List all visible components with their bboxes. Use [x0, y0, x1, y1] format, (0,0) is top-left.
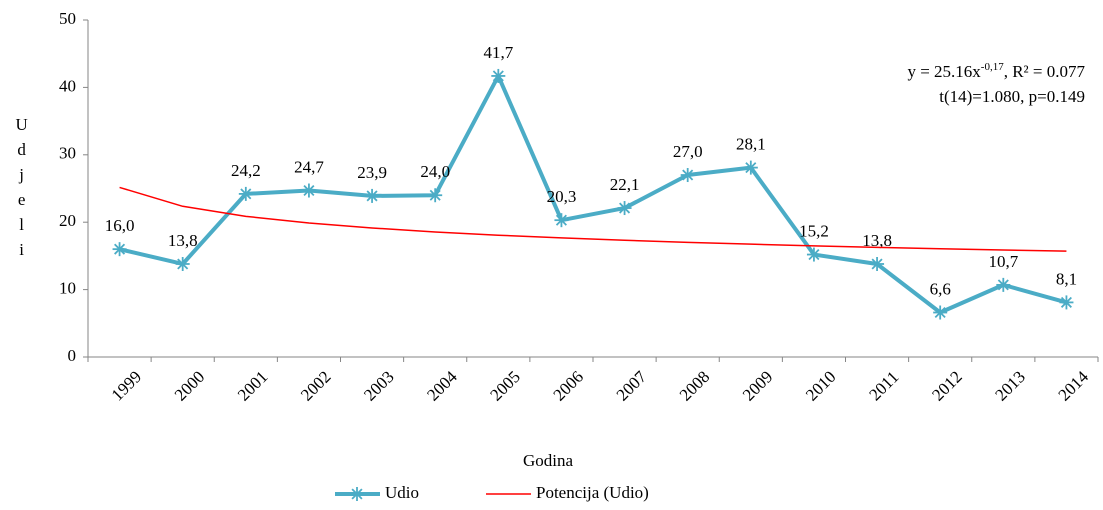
marker-stroke: [114, 243, 126, 255]
x-axis-title: Godina: [523, 451, 574, 470]
marker-stroke: [934, 306, 946, 319]
x-tick-label: 2011: [865, 367, 902, 404]
annotation-text: , R² = 0.077: [1004, 62, 1086, 81]
x-tick-label: 2002: [297, 367, 334, 404]
data-label: 24,7: [294, 157, 324, 176]
marker-stroke: [303, 184, 315, 197]
data-label: 22,1: [610, 175, 640, 194]
y-axis-title: Udjeli: [12, 115, 31, 265]
marker-stroke: [745, 162, 757, 174]
x-tick-label: 2000: [171, 367, 208, 404]
data-label: 24,2: [231, 161, 261, 180]
legend-label: Potencija (Udio): [536, 483, 649, 502]
marker-stroke: [808, 249, 820, 261]
marker-stroke: [429, 189, 441, 201]
y-tick-label: 40: [59, 76, 76, 95]
marker-stroke: [1060, 296, 1072, 308]
data-label: 41,7: [483, 43, 513, 62]
point-marker: [933, 305, 948, 320]
marker-stroke: [240, 188, 252, 200]
data-label: 13,8: [168, 231, 198, 250]
point-marker: [554, 213, 569, 228]
y-tick-label: 30: [59, 144, 76, 163]
data-label: 15,2: [799, 221, 829, 240]
legend-marker: [350, 487, 364, 501]
x-tick-label: 2007: [613, 367, 651, 405]
point-marker: [680, 168, 695, 183]
x-tick-label: 2009: [739, 367, 776, 404]
point-marker: [428, 188, 443, 203]
point-marker: [617, 201, 632, 216]
x-tick-label: 2005: [486, 367, 523, 404]
marker-stroke: [682, 169, 694, 181]
point-marker: [870, 256, 885, 271]
point-marker: [112, 242, 127, 257]
data-label: 23,9: [357, 163, 387, 182]
point-marker: [301, 183, 316, 198]
data-label: 24,0: [420, 162, 450, 181]
point-marker: [996, 277, 1011, 292]
y-tick-label: 50: [59, 9, 76, 28]
marker-stroke: [619, 202, 631, 214]
x-tick-label: 2013: [991, 367, 1028, 404]
data-label: 27,0: [673, 142, 703, 161]
x-tick-label: 1999: [108, 367, 145, 404]
x-tick-label: 2008: [676, 367, 713, 404]
point-marker: [1059, 295, 1074, 310]
marker-stroke: [997, 279, 1009, 291]
x-tick-label: 2006: [550, 367, 587, 404]
data-label: 20,3: [547, 187, 577, 206]
series-line: [119, 73, 1067, 315]
x-tick-label: 2014: [1055, 367, 1093, 405]
point-marker: [238, 186, 253, 201]
annotation: t(14)=1.080, p=0.149: [939, 87, 1085, 106]
y-tick-label: 10: [59, 279, 76, 298]
marker-stroke: [555, 214, 567, 226]
x-tick-label: 2004: [423, 367, 461, 405]
data-label: 13,8: [862, 231, 892, 250]
series-line: [119, 186, 1067, 252]
data-label: 16,0: [105, 216, 135, 235]
marker-stroke: [492, 70, 504, 82]
annotation: y = 25.16x-0,17, R² = 0.077: [907, 61, 1085, 81]
annotation-text: y = 25.16x: [907, 62, 981, 81]
point-marker: [743, 160, 758, 175]
annotation-text: t(14)=1.080, p=0.149: [939, 87, 1085, 106]
data-label: 6,6: [930, 279, 951, 298]
point-marker: [365, 188, 380, 203]
point-marker: [491, 68, 506, 83]
y-tick-label: 0: [68, 346, 77, 365]
x-tick-label: 2001: [234, 367, 271, 404]
legend-label: Udio: [385, 483, 419, 502]
y-tick-label: 20: [59, 211, 76, 230]
data-label: 10,7: [988, 252, 1018, 271]
data-label: 28,1: [736, 135, 766, 154]
data-label: 8,1: [1056, 269, 1077, 288]
x-tick-label: 2012: [928, 367, 965, 404]
x-tick-label: 2010: [802, 367, 839, 404]
point-marker: [175, 256, 190, 271]
x-tick-label: 2003: [360, 367, 397, 404]
marker-stroke: [351, 488, 363, 500]
marker-stroke: [871, 258, 883, 270]
marker-stroke: [177, 258, 189, 270]
point-marker: [806, 247, 821, 262]
marker-stroke: [366, 190, 378, 202]
annotation-exponent: -0,17: [981, 61, 1004, 73]
